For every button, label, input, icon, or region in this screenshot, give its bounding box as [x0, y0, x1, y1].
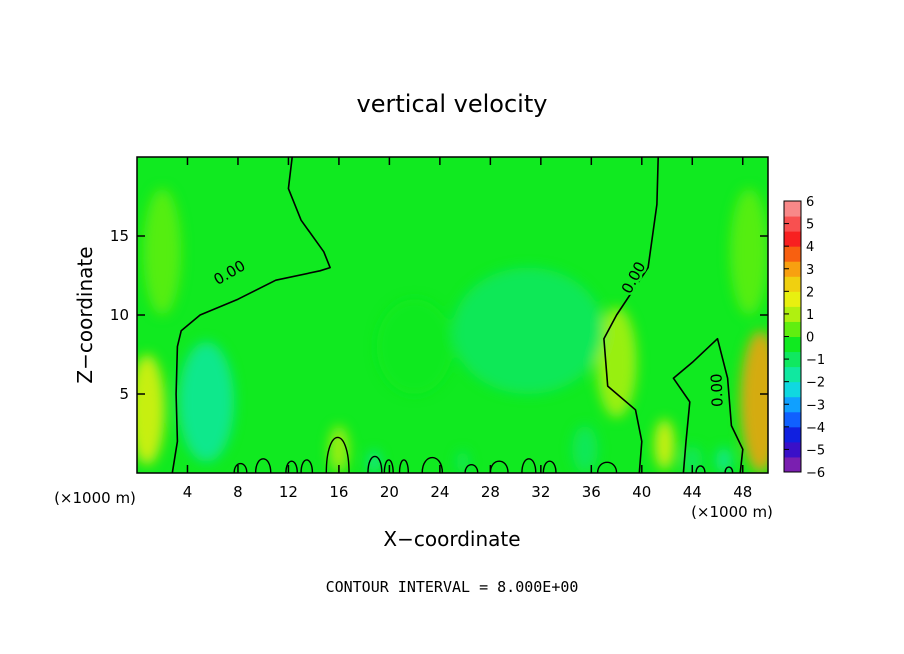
surface-contour-5 — [464, 464, 479, 473]
x-tick-label: 36 — [582, 483, 601, 501]
zero-contour-2 — [672, 337, 744, 473]
colorbar-swatch — [784, 306, 801, 322]
x-axis-label: X−coordinate — [383, 527, 520, 551]
velocity-anomaly-13 — [143, 188, 182, 315]
x-tick-label: 32 — [531, 483, 550, 501]
colorbar-swatch — [784, 381, 801, 398]
velocity-anomaly-14 — [730, 188, 768, 315]
x-tick-label: 4 — [183, 483, 193, 501]
colorbar-tick-label: −4 — [806, 421, 825, 436]
y-tick-label: 15 — [110, 227, 129, 245]
surface-contour-9 — [596, 461, 618, 473]
surface-contour-14 — [695, 465, 706, 473]
surface-contour-8 — [542, 460, 557, 473]
colorbar-tick-label: 1 — [806, 308, 814, 323]
plot-area: 0.00 0.00 0.00 — [136, 156, 769, 474]
colorbar-tick-label: 3 — [806, 263, 814, 278]
surface-contour-12 — [285, 460, 298, 473]
surface-contour-7 — [521, 458, 537, 473]
colorbar-swatch — [784, 366, 801, 383]
colorbar-swatch — [784, 441, 801, 458]
velocity-anomaly-10 — [456, 450, 469, 473]
colorbar-swatch — [784, 291, 801, 307]
y-axis-label: Z−coordinate — [73, 246, 97, 383]
colorbar-tick-label: −6 — [806, 466, 825, 481]
surface-contour-4 — [421, 456, 444, 473]
x-tick-label: 20 — [380, 483, 399, 501]
x-tick-label: 24 — [430, 483, 449, 501]
velocity-anomaly-8 — [376, 299, 453, 394]
velocity-anomaly-1 — [137, 354, 165, 466]
colorbar-swatch — [784, 336, 801, 353]
velocity-anomaly-11 — [572, 425, 598, 473]
colorbar-swatch — [784, 411, 801, 428]
surface-contour-15 — [724, 466, 734, 473]
colorbar-tick-label: −3 — [806, 398, 825, 413]
velocity-anomaly-3 — [654, 419, 675, 470]
velocity-anomaly-2 — [740, 330, 768, 473]
x-tick-label: 48 — [733, 483, 752, 501]
y-axis-ticks: 5 10 15 — [110, 227, 768, 403]
colorbar-ticks: 6 5 4 3 2 1 0 −1 −2 −3 −4 −5 −6 — [784, 195, 825, 481]
chart-title: vertical velocity — [357, 90, 548, 118]
zero-contour-1 — [603, 157, 659, 473]
velocity-anomaly-6 — [716, 447, 732, 473]
colorbar-swatch — [784, 351, 801, 368]
colorbar-swatch — [784, 276, 801, 292]
colorbar-tick-label: 0 — [806, 331, 814, 346]
surface-contour-3 — [398, 459, 410, 473]
colorbar-swatch — [784, 396, 801, 413]
colorbar-tick-label: −5 — [806, 443, 825, 458]
surface-contour-11 — [254, 458, 272, 473]
y-tick-label: 5 — [119, 385, 129, 403]
colorbar-tick-label: 5 — [806, 218, 814, 233]
colorbar-tick-label: 6 — [806, 195, 814, 210]
surface-contour-2 — [383, 459, 394, 473]
colorbar-swatches — [784, 201, 801, 473]
x-tick-label: 8 — [233, 483, 243, 501]
colorbar-swatch — [784, 456, 801, 473]
surface-contour-13 — [300, 459, 314, 473]
colorbar-swatch — [784, 201, 801, 217]
colorbar-swatch — [784, 261, 801, 277]
contour-label-right: 0.00 — [707, 373, 726, 407]
colorbar-swatch — [784, 426, 801, 443]
surface-contour-0 — [325, 437, 350, 473]
x-tick-label: 16 — [329, 483, 348, 501]
surface-contour-10 — [233, 462, 248, 473]
colorbar-tick-label: 2 — [806, 285, 814, 300]
zero-contour-0 — [171, 157, 331, 473]
velocity-anomaly-7 — [452, 267, 604, 394]
x-axis-ticks: 4 8 12 16 20 24 28 32 36 40 44 48 — [183, 157, 752, 501]
velocity-anomaly-9 — [367, 450, 381, 473]
contour-interval-note: CONTOUR INTERVAL = 8.000E+00 — [326, 578, 579, 596]
x-tick-label: 28 — [481, 483, 500, 501]
colorbar-swatch — [784, 321, 801, 337]
colorbar-swatch — [784, 246, 801, 262]
y-tick-label: 10 — [110, 306, 129, 324]
colorbar-tick-label: −2 — [806, 376, 825, 391]
velocity-anomaly-5 — [682, 446, 703, 473]
velocity-anomaly-0 — [178, 341, 235, 462]
x-unit-right: (×1000 m) — [691, 503, 773, 521]
colorbar-tick-label: 4 — [806, 240, 814, 255]
colorbar-tick-label: −1 — [806, 353, 825, 368]
colorbar-swatch — [784, 216, 801, 232]
x-tick-label: 44 — [683, 483, 702, 501]
x-tick-label: 40 — [632, 483, 651, 501]
colorbar-swatch — [784, 231, 801, 247]
x-tick-label: 12 — [279, 483, 298, 501]
velocity-anomaly-12 — [328, 425, 350, 473]
surface-contour-1 — [367, 455, 383, 473]
zero-contours — [171, 157, 744, 473]
colorbar: 6 5 4 3 2 1 0 −1 −2 −3 −4 −5 −6 — [783, 195, 825, 481]
x-unit-left: (×1000 m) — [54, 489, 136, 507]
